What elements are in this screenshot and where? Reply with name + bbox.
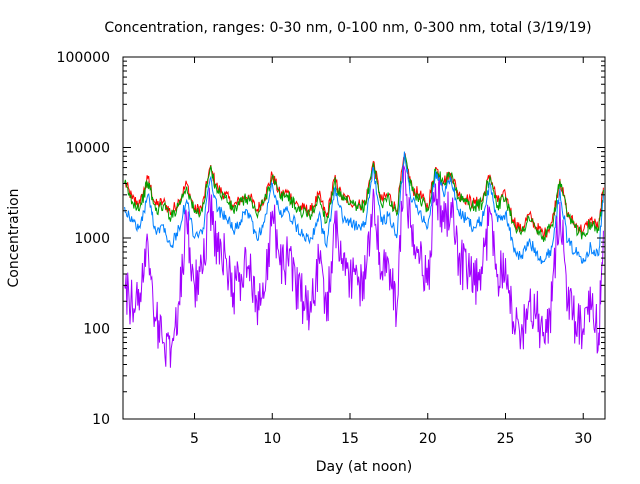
chart-title: Concentration, ranges: 0-30 nm, 0-100 nm… (104, 20, 591, 36)
series-line-2 (124, 153, 604, 242)
y-tick-label: 100000 (57, 50, 110, 66)
y-tick-label: 100 (83, 322, 110, 338)
y-axis-label: Concentration (6, 188, 22, 287)
x-tick-label: 20 (419, 431, 437, 447)
x-tick-label: 15 (341, 431, 359, 447)
x-tick-label: 25 (497, 431, 515, 447)
series-line-4 (124, 165, 604, 368)
series-layer (124, 151, 604, 368)
x-axis: 5 10 15 20 25 30 (190, 57, 592, 447)
x-axis-label: Day (at noon) (316, 459, 412, 475)
y-axis: 10 100 1000 10000 100000 (57, 50, 605, 428)
x-tick-label: 30 (574, 431, 592, 447)
y-tick-label: 1000 (74, 231, 110, 247)
plot-area-frame (122, 56, 606, 420)
y-tick-label: 10 (92, 412, 110, 428)
y-tick-label: 10000 (65, 141, 110, 157)
x-tick-label: 5 (190, 431, 199, 447)
series-line-3 (124, 151, 604, 265)
x-tick-label: 10 (263, 431, 281, 447)
